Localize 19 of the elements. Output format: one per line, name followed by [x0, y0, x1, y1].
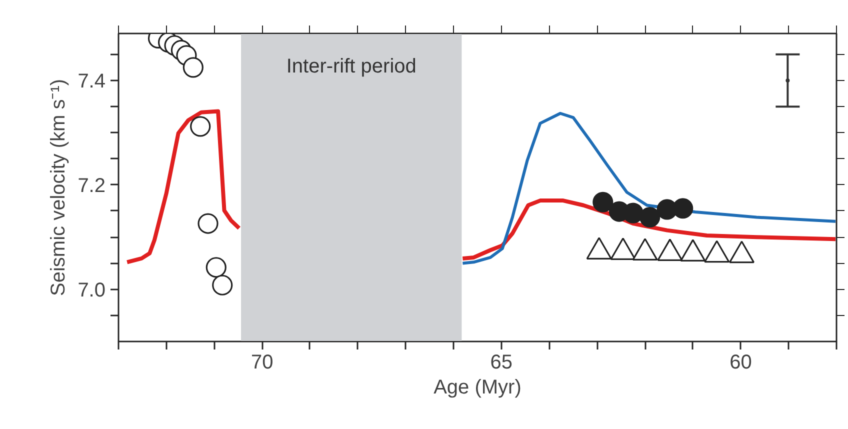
line-series: [461, 112, 836, 265]
y-tick-label: 7.2: [78, 174, 106, 197]
point: [206, 257, 226, 278]
band-label: Inter-rift period: [286, 56, 416, 78]
x-tick-label: 70: [250, 352, 274, 374]
x-tick-label: 65: [490, 352, 513, 374]
y-axis-title: Seismic velocity (km s⁻¹): [48, 78, 70, 296]
x-axis-title: Age (Myr): [434, 376, 522, 398]
point: [672, 198, 694, 219]
point: [198, 213, 218, 234]
y-tick-label: 7.4: [78, 70, 106, 92]
x-tick-label: 60: [730, 352, 752, 374]
y-tick-label: 7.0: [78, 279, 106, 302]
point: [786, 78, 790, 82]
point: [212, 274, 233, 296]
point: [592, 192, 614, 212]
point: [640, 206, 660, 228]
point: [182, 57, 204, 78]
point: [190, 116, 211, 137]
